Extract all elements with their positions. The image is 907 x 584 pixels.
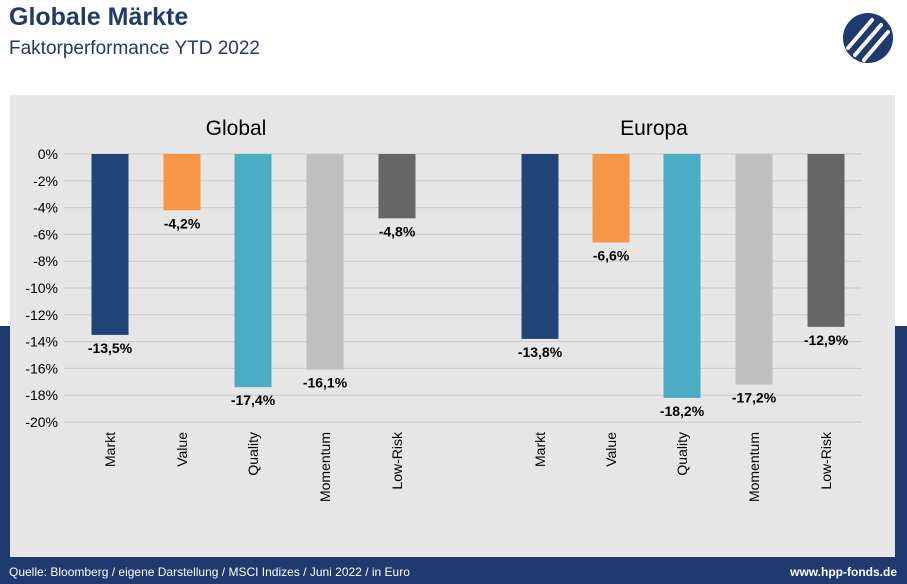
x-tick-label: Quality — [674, 432, 690, 476]
x-tick-label: Markt — [532, 432, 548, 467]
x-tick-label: Low-Risk — [818, 431, 834, 490]
data-label: -4,8% — [379, 223, 416, 239]
x-tick-label: Value — [603, 432, 619, 467]
bar — [735, 154, 773, 385]
bar — [663, 154, 701, 398]
y-tick-label: 0% — [38, 146, 58, 162]
x-tick-label: Momentum — [317, 432, 333, 502]
website-link[interactable]: www.hpp-fonds.de — [790, 565, 897, 579]
x-tick-label: Low-Risk — [389, 431, 405, 490]
data-label: -13,5% — [88, 340, 133, 356]
y-tick-label: -10% — [25, 280, 58, 296]
data-label: -4,2% — [164, 215, 201, 231]
y-tick-label: -18% — [25, 387, 58, 403]
y-tick-label: -16% — [25, 360, 58, 376]
y-tick-label: -12% — [25, 307, 58, 323]
data-label: -16,1% — [303, 375, 348, 391]
chart-title: Global — [206, 117, 267, 140]
bar — [378, 154, 416, 219]
data-label: -17,4% — [231, 392, 276, 408]
chart-title: Europa — [620, 117, 688, 140]
source-note: Quelle: Bloomberg / eigene Darstellung /… — [9, 565, 410, 579]
page-subtitle: Faktorperformance YTD 2022 — [9, 38, 260, 59]
bar — [234, 154, 272, 388]
x-tick-label: Momentum — [746, 432, 762, 502]
bar — [807, 154, 845, 327]
y-tick-label: -14% — [25, 334, 58, 350]
y-tick-label: -2% — [33, 173, 58, 189]
data-label: -13,8% — [518, 344, 563, 360]
bar — [592, 154, 630, 243]
page-title: Globale Märkte — [9, 3, 189, 31]
data-label: -6,6% — [593, 247, 630, 263]
x-tick-label: Value — [174, 432, 190, 467]
bar — [521, 154, 559, 339]
data-label: -17,2% — [732, 389, 777, 405]
bar — [91, 154, 129, 335]
y-tick-label: -6% — [33, 226, 58, 242]
bar — [306, 154, 344, 370]
x-tick-label: Quality — [245, 432, 261, 476]
y-tick-label: -8% — [33, 253, 58, 269]
bar — [163, 154, 201, 211]
hpp-logo-icon — [843, 13, 893, 63]
y-tick-label: -4% — [33, 200, 58, 216]
x-tick-label: Markt — [102, 432, 118, 467]
data-label: -12,9% — [804, 332, 849, 348]
y-tick-label: -20% — [25, 414, 58, 430]
data-label: -18,2% — [660, 403, 705, 419]
